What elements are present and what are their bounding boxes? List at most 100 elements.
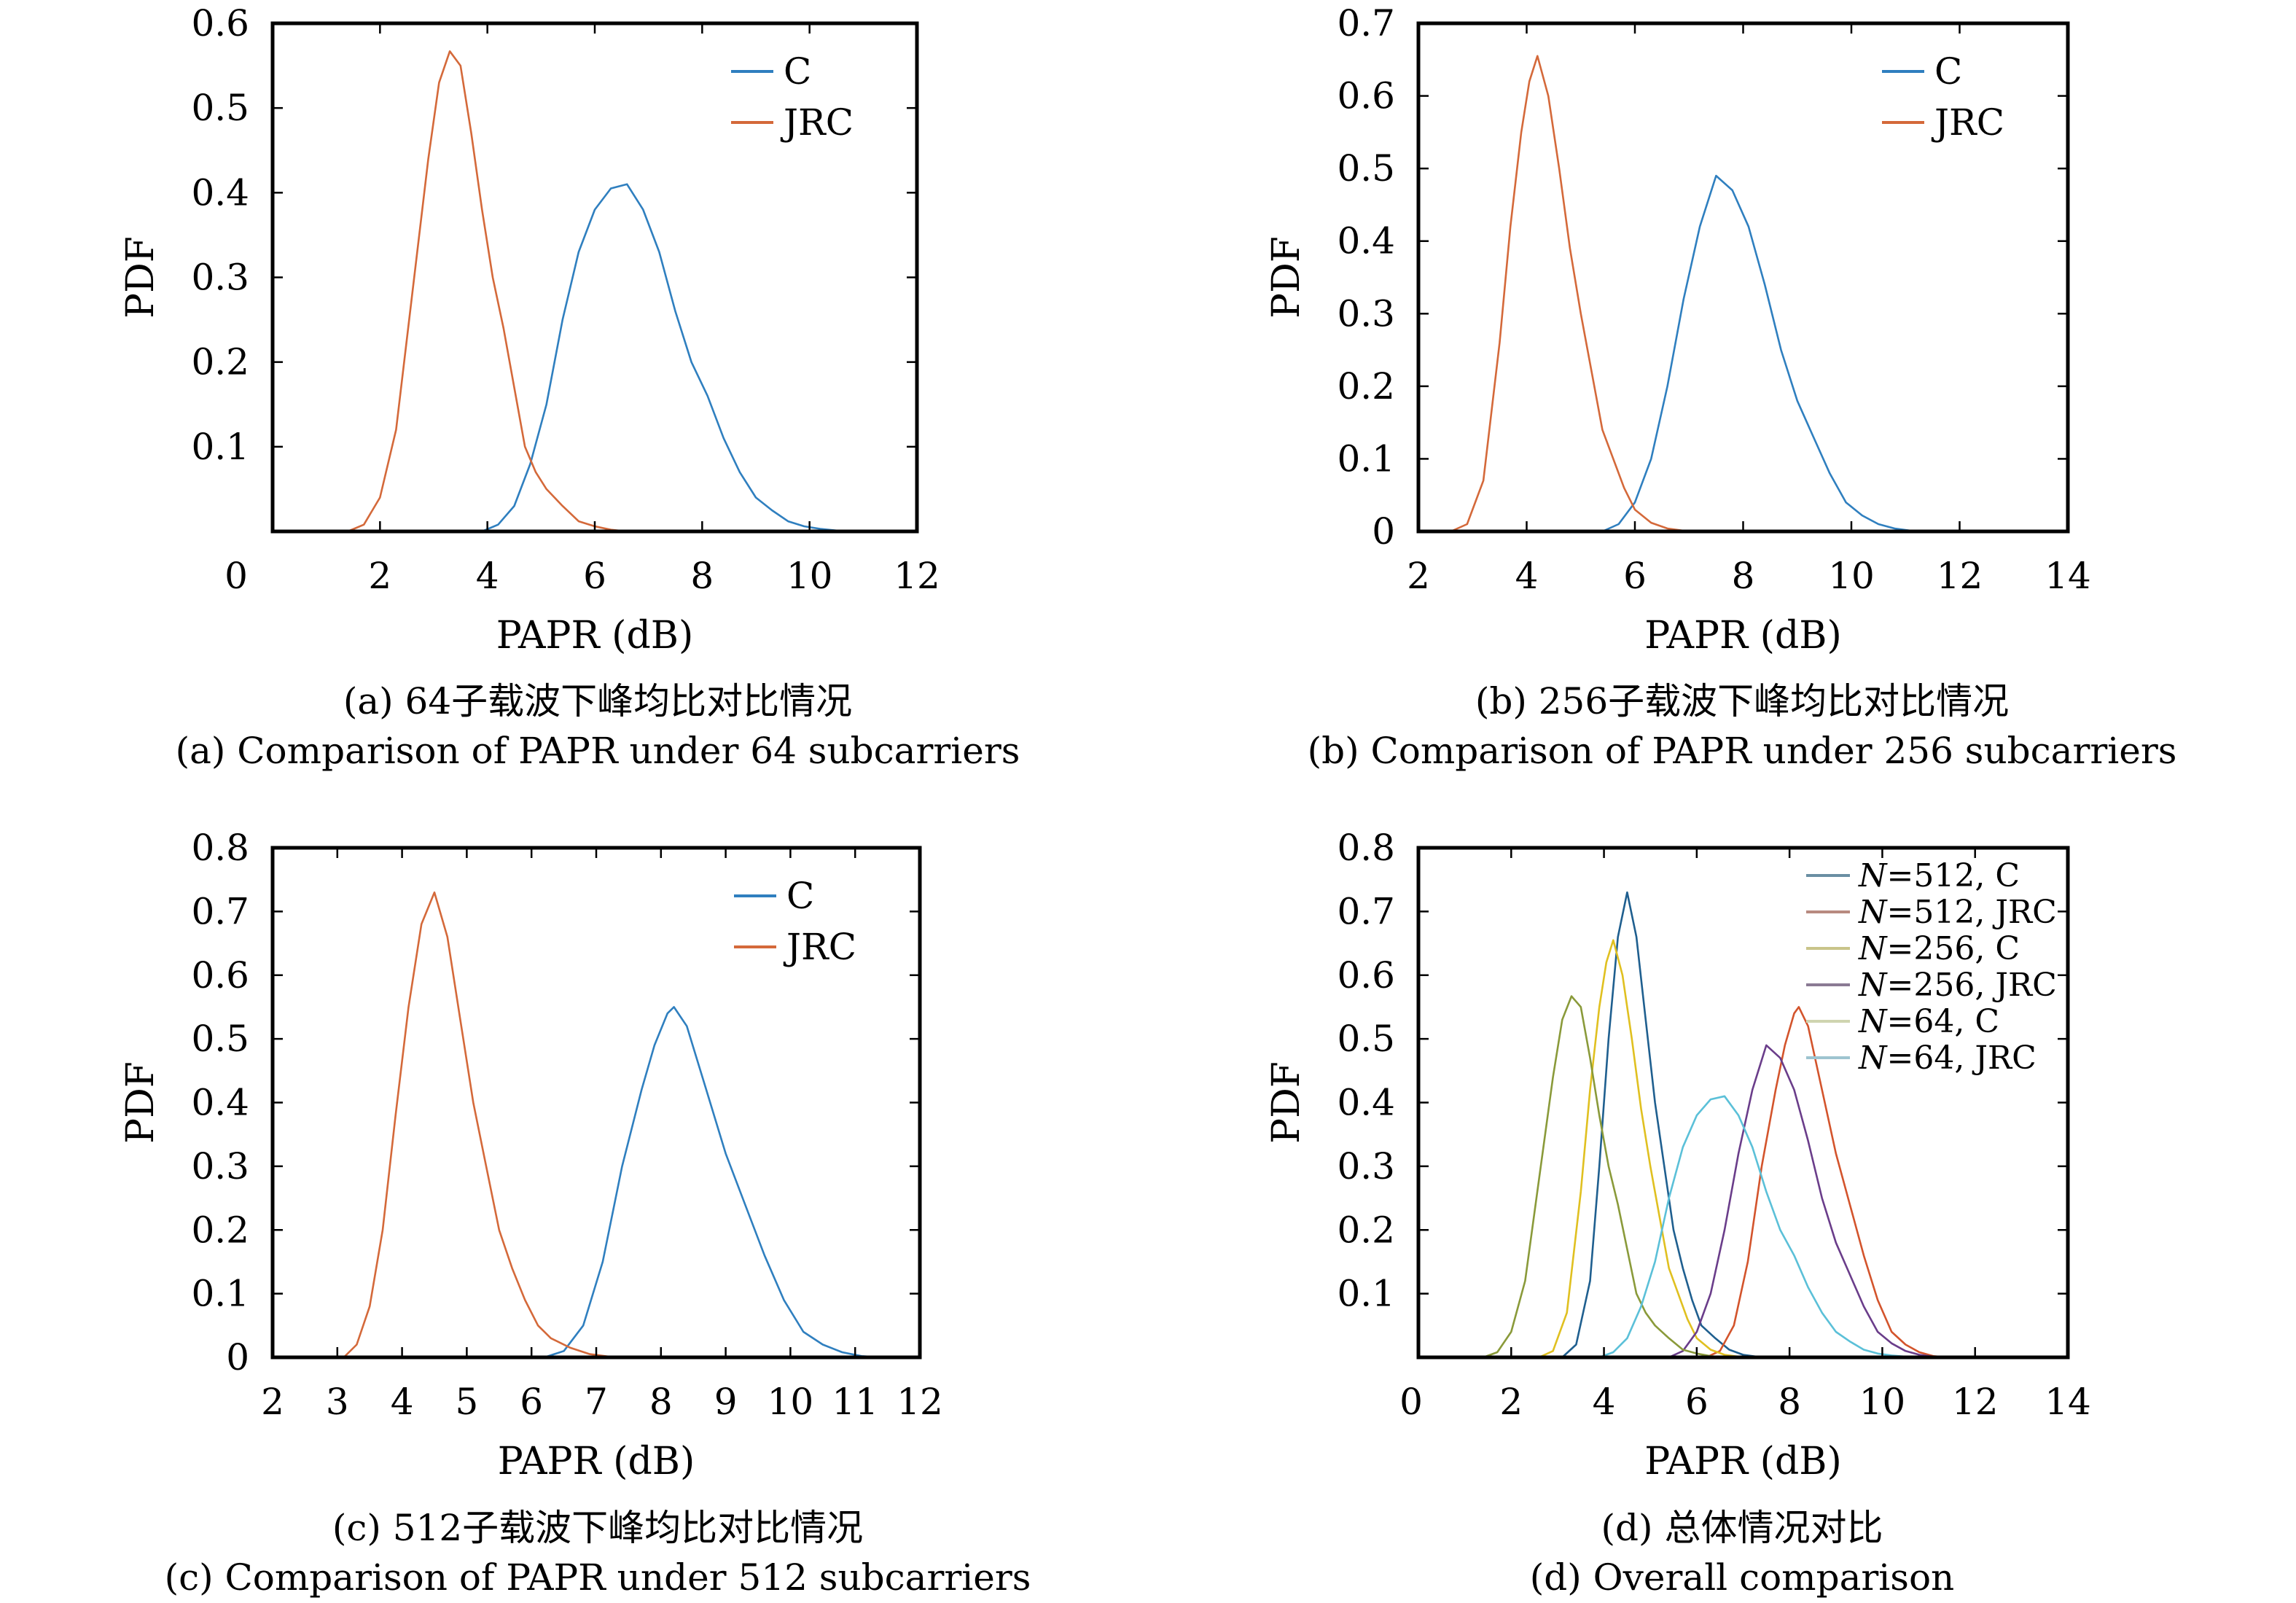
- x-tick-label: 2: [1407, 555, 1430, 597]
- legend-label-rest: =256, JRC: [1887, 967, 2057, 1004]
- y-tick-label: 0.3: [1337, 292, 1395, 335]
- chart-panel-d: 0 2 4 6 8 10 12 14 0.1 0.2 0.3 0.4 0.5 0.6 0.7 0.8 PAPR …: [1265, 827, 2091, 1483]
- x-tick-label: 2: [261, 1381, 284, 1423]
- legend-label-italic: N: [1858, 930, 1888, 967]
- y-tick-label: 0.7: [1337, 2, 1395, 44]
- legend-label-c: C: [786, 875, 814, 917]
- series-line-c-0: [543, 1006, 882, 1359]
- x-tick-label: 12: [1937, 555, 1983, 597]
- caption-d-en: (d) Overall comparison: [1529, 1556, 1955, 1599]
- caption-b: (b) 256子载波下峰均比对比情况 (b) Comparison of PAP…: [1239, 676, 2245, 776]
- legend-label-d: N=512, JRC: [1858, 894, 2057, 931]
- x-tick-label: 5: [455, 1381, 478, 1423]
- x-tick-label: 4: [1515, 555, 1539, 597]
- series-line-a-1: [346, 50, 628, 533]
- legend-label-d: N=512, C: [1858, 857, 2020, 894]
- caption-a-cn: (a) 64子载波下峰均比对比情况: [343, 680, 853, 722]
- x-tick-label: 0: [1399, 1381, 1423, 1423]
- chart-panel-c: 2 3 4 5 6 7 8 9 10 11 12 0 0.1 0.2 0.3 0.4 0.5 0.6 0.7 0.8 P…: [119, 827, 943, 1483]
- legend-label-rest: =256, C: [1887, 930, 2020, 967]
- x-tick-label: 6: [520, 1381, 543, 1423]
- legend-label-a: C: [784, 50, 811, 93]
- x-tick-label: 7: [585, 1381, 608, 1423]
- x-axis-label: PAPR (dB): [496, 614, 694, 658]
- legend-label-d: N=64, C: [1858, 1003, 1999, 1040]
- chart-panel-a: 0 2 4 6 8 10 12 0.1 0.2 0.3 0.4 0.5 0.6 PAPR (dB) PDF C…: [119, 2, 940, 658]
- y-tick-label: 0.6: [1337, 75, 1395, 117]
- y-tick-label: 0.5: [191, 1018, 249, 1060]
- y-tick-label: 0.6: [1337, 954, 1395, 996]
- y-tick-label: 0.4: [1337, 1082, 1395, 1124]
- y-tick-label: 0.1: [191, 426, 249, 468]
- x-tick-label: 11: [832, 1381, 878, 1423]
- y-axis-label: PDF: [1265, 236, 1308, 319]
- y-tick-label: 0.2: [1337, 1209, 1395, 1251]
- legend-label-d: N=256, JRC: [1858, 967, 2057, 1004]
- series-line-d-2: [1538, 939, 1754, 1359]
- x-tick-label: 12: [897, 1381, 943, 1423]
- y-axis-label: PDF: [119, 236, 163, 319]
- legend-label-rest: =64, JRC: [1887, 1040, 2037, 1077]
- legend-label-italic: N: [1858, 967, 1888, 1004]
- series-line-d-5: [1598, 1095, 1921, 1359]
- caption-d-cn: (d) 总体情况对比: [1601, 1507, 1883, 1549]
- x-tick-label: 12: [894, 555, 940, 597]
- y-tick-label: 0.4: [191, 1082, 249, 1124]
- caption-c-cn: (c) 512子载波下峰均比对比情况: [332, 1507, 864, 1549]
- y-tick-label: 0.7: [1337, 890, 1395, 932]
- x-tick-label: 0: [224, 555, 248, 597]
- y-tick-label: 0.2: [191, 341, 249, 383]
- y-tick-label: 0.7: [191, 890, 249, 932]
- x-axis-label: PAPR (dB): [1644, 1440, 1842, 1483]
- series-line-d-0: [1561, 891, 1763, 1359]
- chart-panel-b: 2 4 6 8 10 12 14 0 0.1 0.2 0.3 0.4 0.5 0.6 0.7 PAPR (dB…: [1265, 2, 2091, 658]
- legend-label-italic: N: [1858, 894, 1888, 931]
- y-tick-label: 0: [226, 1336, 249, 1378]
- x-tick-label: 8: [690, 555, 714, 597]
- legend-label-rest: =512, JRC: [1887, 894, 2057, 931]
- y-tick-label: 0.4: [191, 171, 249, 214]
- series-line-b-0: [1601, 174, 1929, 533]
- x-tick-label: 2: [1499, 1381, 1523, 1423]
- series-line-a-0: [481, 183, 854, 533]
- x-tick-label: 6: [1685, 1381, 1709, 1423]
- series-line-d-3: [1668, 1044, 1948, 1359]
- legend-label-a: JRC: [780, 101, 854, 144]
- plot-frame-a: [270, 21, 919, 534]
- y-tick-label: 0.5: [1337, 147, 1395, 190]
- y-tick-label: 0.6: [191, 954, 249, 996]
- y-tick-label: 0.8: [1337, 827, 1395, 869]
- x-tick-label: 2: [368, 555, 391, 597]
- legend-label-rest: =64, C: [1887, 1003, 2000, 1040]
- y-tick-label: 0.4: [1337, 220, 1395, 262]
- x-tick-label: 6: [583, 555, 606, 597]
- caption-a: (a) 64子载波下峰均比对比情况 (a) Comparison of PAPR…: [102, 676, 1093, 776]
- x-tick-label: 14: [2045, 555, 2091, 597]
- y-tick-label: 0.1: [1337, 437, 1395, 480]
- legend-label-italic: N: [1858, 857, 1888, 894]
- x-axis-label: PAPR (dB): [1644, 614, 1842, 658]
- legend-label-rest: =512, C: [1887, 857, 2020, 894]
- caption-c: (c) 512子载波下峰均比对比情况 (c) Comparison of PAP…: [102, 1503, 1093, 1602]
- y-tick-label: 0.1: [1337, 1273, 1395, 1315]
- legend-label-d: N=64, JRC: [1858, 1040, 2037, 1077]
- x-tick-label: 4: [1593, 1381, 1616, 1423]
- y-tick-label: 0.3: [1337, 1145, 1395, 1187]
- y-tick-label: 0.8: [191, 827, 249, 869]
- series-line-b-1: [1450, 55, 1701, 533]
- series-line-c-1: [343, 891, 630, 1359]
- x-axis-label: PAPR (dB): [498, 1440, 695, 1483]
- caption-c-en: (c) Comparison of PAPR under 512 subcarr…: [164, 1556, 1031, 1599]
- x-tick-label: 4: [391, 1381, 414, 1423]
- y-tick-label: 0.5: [1337, 1018, 1395, 1060]
- y-tick-label: 0.2: [1337, 365, 1395, 407]
- legend-label-italic: N: [1858, 1040, 1888, 1077]
- caption-d: (d) 总体情况对比 (d) Overall comparison: [1239, 1503, 2245, 1602]
- x-tick-label: 12: [1952, 1381, 1999, 1423]
- x-tick-label: 8: [1778, 1381, 1801, 1423]
- x-tick-label: 10: [1859, 1381, 1906, 1423]
- y-axis-label: PDF: [1265, 1061, 1308, 1144]
- caption-b-cn: (b) 256子载波下峰均比对比情况: [1475, 680, 2010, 722]
- x-tick-label: 10: [786, 555, 833, 597]
